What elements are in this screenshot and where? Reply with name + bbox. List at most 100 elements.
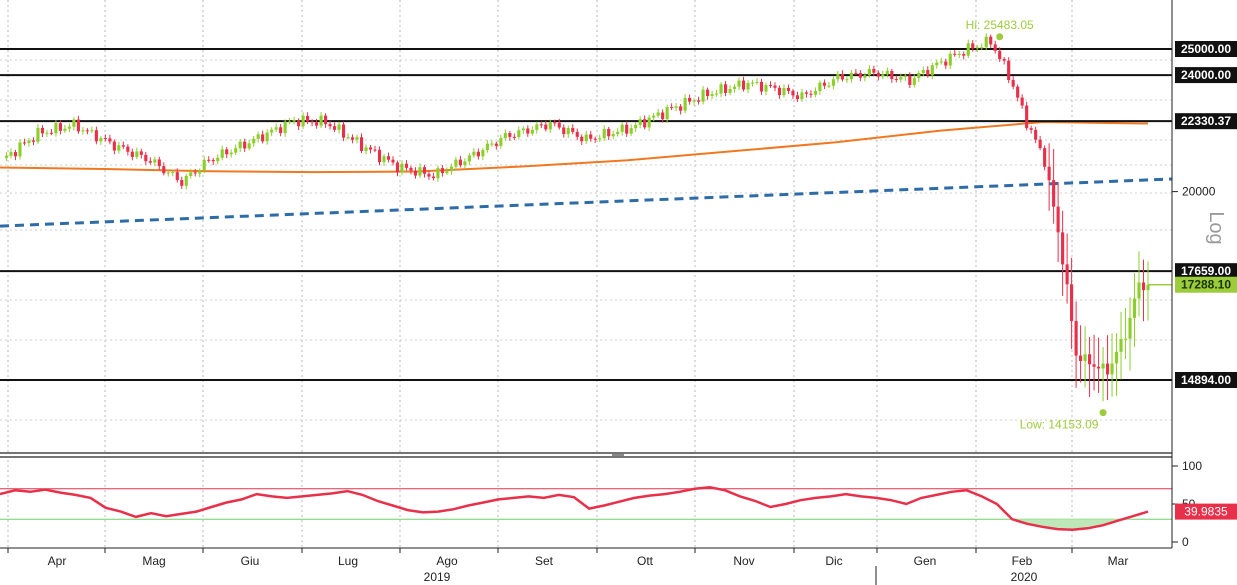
moving-average: [0, 120, 1149, 174]
moving-average-line: [0, 120, 1149, 174]
candle-body: [989, 36, 993, 45]
candle-body: [49, 132, 54, 134]
candle-body: [265, 132, 269, 142]
candle-body: [279, 127, 283, 134]
candle-body: [746, 83, 750, 90]
low-marker: [1099, 409, 1107, 417]
candle-body: [966, 43, 970, 56]
candle-body: [216, 157, 220, 162]
candle-body: [980, 47, 984, 49]
candle-body: [530, 129, 534, 134]
level-label: 14894.00: [1181, 373, 1231, 387]
candle-body: [867, 68, 871, 76]
candle-body: [598, 138, 602, 140]
candle-body: [328, 124, 332, 127]
candle-body: [849, 72, 853, 80]
candle-body: [1137, 282, 1141, 299]
candle-body: [719, 84, 723, 94]
level-label-bg: [1175, 372, 1237, 388]
candle-body: [225, 149, 229, 155]
candle-body: [1052, 180, 1056, 207]
last-price-label: 17288.10: [1181, 278, 1231, 292]
candle-body: [876, 72, 880, 77]
candle-body: [63, 128, 67, 131]
candle-body: [476, 151, 480, 157]
candle-body: [310, 121, 314, 123]
candle-body: [18, 142, 22, 157]
annotations: Hi: 25483.05 Low: 14153.09: [966, 18, 1107, 432]
candle-body: [319, 115, 323, 126]
candle-body: [697, 100, 701, 102]
rsi-line: [0, 486, 1149, 532]
candle-body: [710, 94, 714, 96]
candle-body: [189, 172, 193, 176]
candle-body: [458, 159, 462, 166]
candle-body: [373, 149, 377, 151]
candle-body: [162, 166, 166, 174]
candle-body: [1141, 282, 1146, 291]
candle-body: [557, 122, 561, 128]
candle-body: [404, 163, 409, 168]
candle-body: [58, 123, 62, 131]
candle-body: [526, 128, 530, 134]
candle-body: [670, 107, 674, 109]
candle-body: [674, 106, 678, 108]
horizontal-levels: 25000.00 24000.00 22330.37 17659.00 14894.00…: [0, 41, 1237, 388]
candle-body: [773, 85, 777, 88]
x-tick-label: Ott: [637, 554, 654, 568]
candle-body: [508, 133, 512, 137]
candle-body: [616, 131, 620, 135]
candle-body: [652, 115, 656, 118]
candle-body: [795, 95, 800, 100]
candle-body: [135, 151, 139, 157]
x-tick-label: Mar: [1108, 554, 1129, 568]
candle-body: [957, 54, 961, 56]
level-label: 17659.00: [1181, 264, 1231, 278]
candle-body: [1096, 366, 1101, 369]
candle-body: [36, 127, 40, 142]
candle-body: [337, 124, 341, 130]
rsi-oversold-fill: [0, 519, 1148, 530]
level-label-bg: [1175, 263, 1237, 280]
candle-body: [1007, 60, 1011, 81]
candle-body: [971, 43, 975, 49]
candle-body: [40, 127, 45, 134]
candle-body: [153, 159, 157, 163]
x-tick-label: Dic: [825, 554, 842, 568]
candle-body: [732, 86, 737, 89]
candle-body: [1088, 354, 1092, 365]
candle-body: [1146, 285, 1150, 291]
candle-body: [1083, 354, 1087, 361]
candle-body: [962, 54, 966, 56]
candle-body: [562, 127, 566, 135]
x-tick-label: Lug: [338, 554, 358, 568]
candle-body: [818, 82, 822, 92]
rsi-value-label: 39.9835: [1184, 505, 1228, 519]
candle-body: [126, 146, 130, 152]
candle-body: [544, 124, 548, 130]
candle-body: [872, 68, 876, 73]
candle-body: [1070, 284, 1074, 321]
candle-body: [1114, 351, 1119, 364]
candle-body: [894, 79, 898, 81]
candle-body: [346, 137, 350, 139]
candle-body: [930, 65, 934, 76]
candle-body: [207, 159, 211, 161]
candle-body: [566, 128, 570, 135]
candle-body: [809, 93, 813, 95]
candle-body: [315, 122, 319, 126]
candle-body: [1092, 364, 1096, 367]
high-marker: [996, 33, 1004, 41]
candle-body: [791, 90, 795, 96]
candle-body: [391, 159, 395, 163]
candle-body: [413, 170, 418, 176]
candle-body: [76, 119, 80, 132]
rsi-y-tick-label: 0: [1182, 535, 1189, 549]
candle-body: [831, 79, 835, 86]
candle-body: [193, 172, 197, 174]
candle-body: [332, 126, 337, 130]
candle-body: [737, 80, 741, 87]
candle-body: [1020, 97, 1024, 106]
x-tick-label: Mag: [142, 554, 165, 568]
trend-line: [0, 177, 1173, 228]
